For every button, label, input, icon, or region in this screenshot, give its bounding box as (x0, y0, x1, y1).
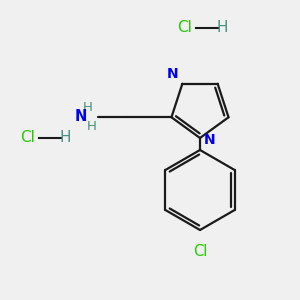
Text: H: H (59, 130, 71, 146)
Text: Cl: Cl (178, 20, 192, 35)
Text: H: H (82, 101, 92, 114)
Text: H: H (86, 120, 96, 133)
Text: N: N (204, 133, 216, 147)
Text: N: N (74, 109, 87, 124)
Text: Cl: Cl (21, 130, 35, 146)
Text: H: H (216, 20, 228, 35)
Text: Cl: Cl (193, 244, 207, 259)
Text: N: N (167, 67, 178, 81)
